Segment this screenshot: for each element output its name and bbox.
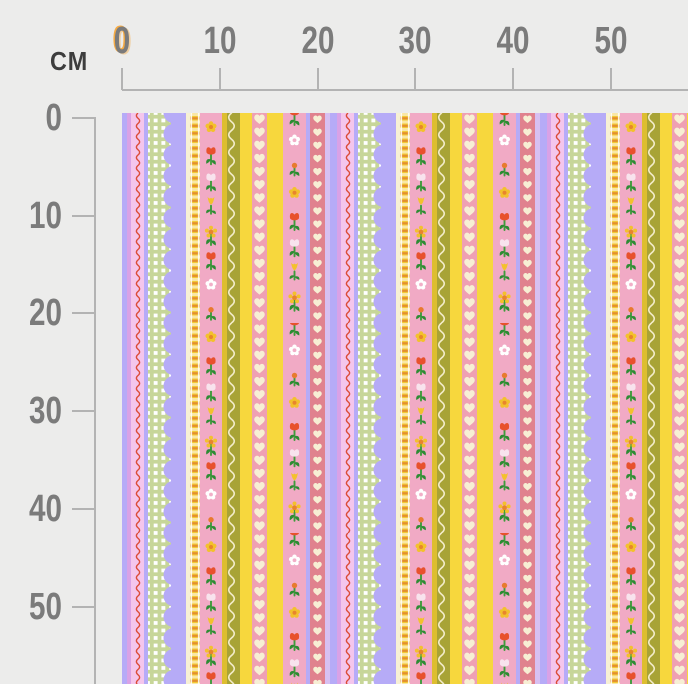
ruler-top-tick bbox=[414, 68, 417, 90]
ruler-left-label: 10 bbox=[29, 194, 62, 237]
ruler-top-tick bbox=[316, 68, 319, 90]
ruler-left-label: 20 bbox=[29, 292, 62, 335]
ruler-left-label: 30 bbox=[29, 390, 62, 433]
ruler-top-tick bbox=[610, 68, 612, 90]
ruler-top-label: 20 bbox=[301, 20, 335, 62]
fabric-pattern-preview[interactable] bbox=[122, 113, 688, 684]
ruler-left-tick bbox=[72, 507, 95, 510]
unit-label: CM bbox=[50, 46, 89, 76]
ruler-left-line bbox=[94, 117, 96, 684]
ruler-left-label: 40 bbox=[29, 487, 62, 530]
ruler-top-label: 40 bbox=[496, 20, 530, 62]
ruler-top-label: 10 bbox=[203, 20, 237, 62]
ruler-top-tick bbox=[512, 68, 515, 90]
ruler-top-line bbox=[122, 89, 688, 91]
ruler-left-label: 50 bbox=[29, 585, 62, 628]
ruler-top-tick bbox=[218, 68, 221, 90]
ruler-left-tick bbox=[72, 312, 95, 315]
ruler-top-origin-label: 0 bbox=[113, 20, 131, 62]
ruler-top-label: 30 bbox=[398, 20, 432, 62]
ruler-left-tick bbox=[72, 410, 95, 413]
ruler-top-label: 50 bbox=[594, 20, 628, 62]
ruler-left-tick bbox=[72, 214, 95, 217]
fabric-pattern-svg bbox=[122, 113, 688, 684]
ruler-top-tick bbox=[121, 68, 123, 90]
ruler-left-label: 0 bbox=[45, 97, 62, 139]
ruler-left-tick bbox=[72, 605, 95, 608]
ruler-left-tick bbox=[72, 117, 95, 119]
